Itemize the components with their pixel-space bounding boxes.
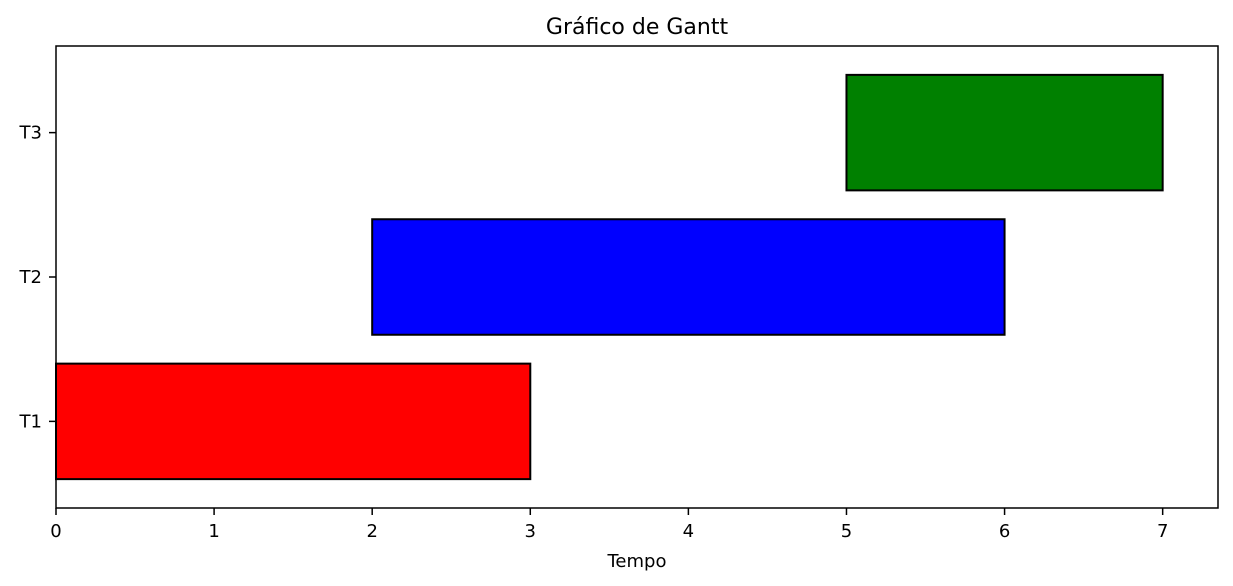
y-tick-label-t1: T1 — [19, 411, 42, 432]
y-tick-label-t2: T2 — [19, 267, 42, 288]
x-tick-label: 0 — [50, 521, 61, 542]
x-tick-label: 2 — [366, 521, 377, 542]
gantt-bar-t3 — [845, 73, 1164, 192]
x-tick-label: 4 — [683, 521, 694, 542]
gantt-bar-t2 — [371, 218, 1006, 336]
x-tick-label: 3 — [525, 521, 536, 542]
y-tick-label-t3: T3 — [19, 123, 42, 144]
x-tick-label: 1 — [208, 521, 219, 542]
x-axis-label: Tempo — [607, 551, 667, 572]
gantt-bar-t1 — [55, 362, 532, 481]
x-tick-label: 6 — [999, 521, 1010, 542]
x-tick-label: 7 — [1157, 521, 1168, 542]
chart-title: Gráfico de Gantt — [546, 15, 729, 40]
x-tick-label: 5 — [841, 521, 852, 542]
